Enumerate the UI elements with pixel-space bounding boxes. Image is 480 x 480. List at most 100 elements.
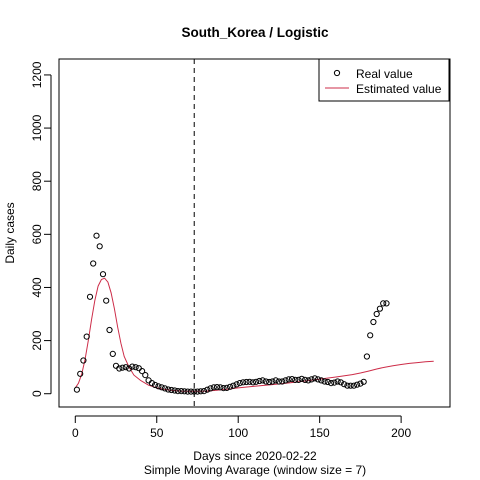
real-value-point [243, 378, 250, 386]
real-value-point [213, 384, 221, 391]
real-value-point [292, 376, 299, 383]
real-value-point [328, 380, 335, 387]
real-value-point [233, 381, 240, 388]
real-value-point [217, 384, 224, 391]
real-value-point [253, 378, 260, 385]
real-value-point [305, 377, 312, 384]
real-value-point [318, 377, 325, 384]
real-value-point [347, 382, 354, 389]
y-tick-label: 0 [30, 390, 44, 397]
real-value-point [210, 384, 217, 391]
real-value-point [285, 376, 292, 383]
real-value-point [197, 388, 204, 395]
real-value-point [230, 382, 237, 389]
real-value-point [341, 381, 348, 388]
real-value-point [350, 382, 357, 389]
real-value-point [155, 383, 162, 390]
real-value-point [262, 378, 269, 385]
y-tick-label: 600 [30, 224, 44, 244]
real-value-point [288, 376, 296, 383]
real-value-point [80, 357, 87, 364]
real-value-point [148, 380, 155, 387]
real-value-point [308, 376, 315, 383]
real-value-point [223, 384, 230, 391]
real-value-point [227, 383, 234, 390]
real-value-point [363, 353, 370, 360]
real-value-point [119, 364, 126, 371]
real-value-point [181, 388, 188, 395]
real-value-point [99, 271, 107, 278]
real-value-point [171, 387, 178, 394]
real-value-point [279, 378, 286, 385]
real-value-point [357, 380, 364, 387]
real-value-point [324, 378, 331, 386]
x-tick-label: 0 [72, 426, 79, 440]
y-axis: 0 200 400 600 800 1000 1200 [30, 61, 52, 397]
real-value-point [129, 363, 136, 370]
real-value-point [272, 377, 279, 384]
real-value-point [139, 368, 146, 375]
real-value-point [96, 243, 103, 250]
real-value-point [370, 318, 377, 326]
real-value-point [220, 385, 227, 392]
real-value-point [122, 364, 129, 371]
real-value-point [337, 379, 344, 386]
real-value-point [380, 300, 387, 307]
real-value-point [187, 388, 195, 395]
real-value-point [86, 293, 94, 300]
x-tick-label: 50 [150, 426, 164, 440]
y-tick-label: 1200 [30, 61, 44, 88]
plot-marks [73, 59, 434, 407]
real-value-point [266, 378, 273, 386]
real-value-point [161, 385, 168, 392]
real-value-point [314, 376, 322, 383]
real-value-point [256, 377, 263, 385]
x-axis-label: Days since 2020-02-22 [193, 449, 317, 463]
real-value-point [174, 388, 181, 395]
chart-title: South_Korea / Logistic [181, 25, 329, 40]
real-value-point [165, 386, 172, 393]
x-tick-label: 150 [310, 426, 330, 440]
real-value-point [168, 386, 175, 394]
real-value-point [311, 375, 318, 382]
real-value-point [126, 365, 133, 372]
real-value-point [249, 379, 256, 386]
real-value-point [142, 372, 149, 379]
real-value-point [132, 364, 139, 371]
y-axis-label: Daily cases [3, 202, 17, 263]
real-value-point [77, 370, 84, 377]
x-tick-label: 200 [391, 426, 411, 440]
legend-label-estimated: Estimated value [356, 82, 442, 96]
real-value-point [376, 305, 383, 312]
real-value-point [331, 379, 338, 386]
real-value-point [344, 382, 351, 389]
real-value-point [184, 388, 191, 395]
y-tick-label: 200 [30, 330, 44, 350]
x-axis: 0 50 100 150 200 [72, 415, 411, 440]
real-value-point [194, 388, 201, 395]
legend-box [318, 58, 450, 102]
real-value-point [240, 379, 247, 386]
legend-marker-real [333, 69, 341, 77]
real-value-point [259, 377, 266, 384]
real-value-point [204, 386, 211, 393]
y-tick-label: 1000 [30, 114, 44, 141]
real-value-point [158, 384, 165, 391]
real-value-point [334, 378, 341, 385]
real-value-point [200, 388, 208, 395]
plot-area [58, 58, 451, 408]
real-value-point [298, 375, 305, 382]
real-value-point [321, 378, 328, 385]
real-value-point [246, 378, 253, 385]
real-value-point [282, 377, 289, 384]
real-value-point [354, 381, 361, 388]
real-value-point [373, 310, 380, 318]
real-value-point [103, 297, 110, 304]
x-tick-label: 100 [228, 426, 248, 440]
real-value-point [116, 365, 123, 372]
real-value-point [275, 378, 282, 385]
legend-label-real: Real value [356, 67, 413, 81]
real-value-point [269, 378, 276, 385]
real-value-point [367, 332, 374, 339]
